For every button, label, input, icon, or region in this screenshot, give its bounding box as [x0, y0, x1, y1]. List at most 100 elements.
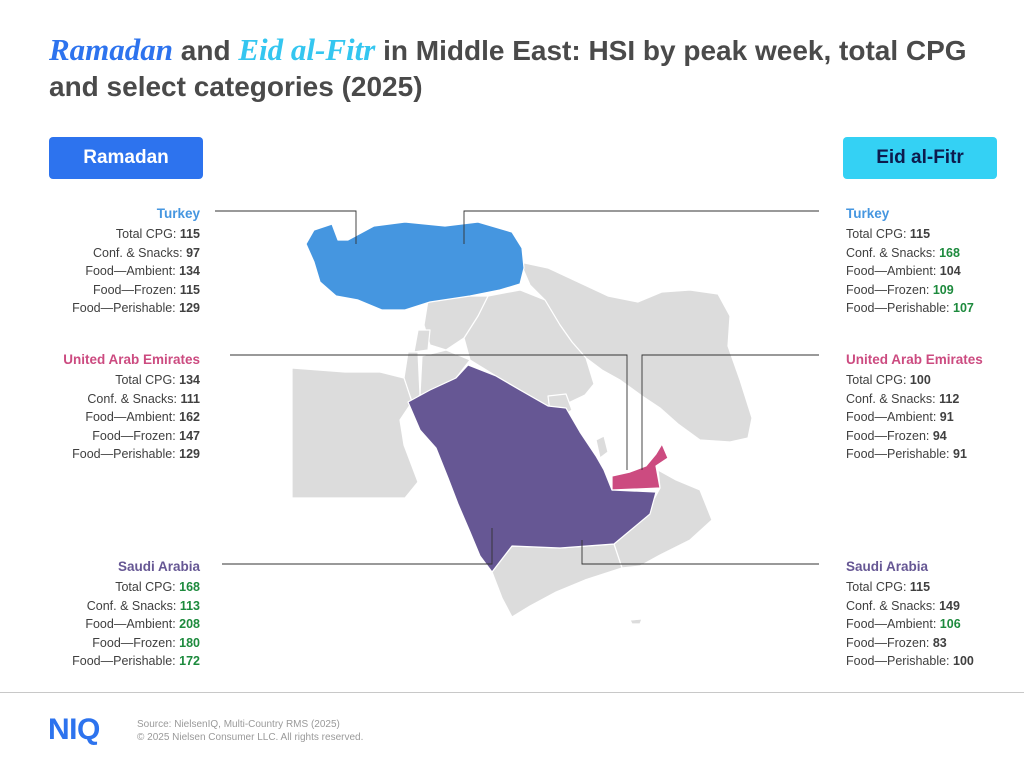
- leader-line-eid-saudi: [581, 540, 819, 565]
- middle-east-map: [215, 210, 819, 625]
- stat-value: 115: [909, 580, 931, 594]
- stat-label: Food—Frozen:: [846, 635, 933, 650]
- stat-value: 162: [179, 410, 200, 424]
- stat-label: Food—Frozen:: [92, 282, 180, 297]
- stat-value: 106: [939, 617, 961, 631]
- stat-row: Total CPG: 134: [0, 371, 200, 390]
- stat-label: Food—Perishable:: [846, 654, 954, 668]
- stat-label: Food—Frozen:: [92, 428, 180, 443]
- stat-row: Food—Perishable: 129: [0, 445, 200, 464]
- stat-row: Total CPG: 115: [846, 225, 1024, 244]
- stat-value: 147: [179, 428, 200, 443]
- stat-row: Food—Perishable: 91: [846, 445, 1024, 464]
- stat-value: 91: [953, 447, 967, 461]
- stat-row: Food—Frozen: 115: [0, 281, 200, 300]
- map-yemen: [491, 543, 623, 618]
- stat-value: 94: [932, 428, 947, 443]
- map-socotra: [629, 618, 643, 625]
- stat-label: Food—Perishable:: [72, 447, 180, 461]
- stat-label: Food—Perishable:: [846, 301, 954, 315]
- stat-label: Food—Ambient:: [846, 617, 940, 631]
- eid-header-badge: Eid al-Fitr: [843, 137, 997, 179]
- ramadan-header-badge: Ramadan: [49, 137, 203, 179]
- stat-value: 107: [953, 301, 974, 315]
- stat-label: Food—Ambient:: [846, 410, 940, 424]
- stat-label: Total CPG:: [115, 580, 180, 594]
- stat-label: Food—Perishable:: [72, 301, 180, 315]
- stat-label: Food—Ambient:: [85, 264, 180, 278]
- stat-value: 129: [179, 447, 200, 461]
- stat-value: 134: [179, 264, 200, 278]
- country-name: Turkey: [156, 206, 200, 221]
- eid-country-block: Turkey Total CPG: 115 Conf. & Snacks: 168 F…: [846, 204, 1024, 318]
- stat-row: Conf. & Snacks: 111: [0, 390, 200, 409]
- stat-label: Total CPG:: [115, 227, 180, 241]
- stat-value: 180: [179, 635, 200, 650]
- stat-row: Food—Frozen: 83: [846, 634, 1024, 653]
- map-lebanon: [413, 329, 431, 353]
- stat-label: Conf. & Snacks:: [846, 245, 940, 260]
- stat-value: 134: [179, 373, 200, 387]
- country-name: Turkey: [846, 206, 890, 221]
- stat-label: Food—Frozen:: [846, 282, 933, 297]
- leader-line-ramadan-uae: [230, 354, 628, 470]
- stat-value: 113: [179, 598, 200, 613]
- stat-row: Conf. & Snacks: 168: [846, 244, 1024, 263]
- country-name: Saudi Arabia: [846, 559, 929, 574]
- copyright-text: © 2025 Nielsen Consumer LLC. All rights …: [137, 732, 364, 743]
- country-name: United Arab Emirates: [846, 352, 983, 367]
- title-eid: Eid al-Fitr: [238, 32, 376, 67]
- stat-row: Food—Frozen: 109: [846, 281, 1024, 300]
- stat-row: Total CPG: 115: [846, 578, 1024, 597]
- stat-label: Total CPG:: [846, 373, 910, 387]
- stat-label: Conf. & Snacks:: [87, 391, 181, 406]
- stat-label: Food—Ambient:: [85, 617, 180, 631]
- stat-label: Conf. & Snacks:: [846, 598, 940, 613]
- leader-line-eid-turkey: [463, 210, 819, 244]
- title-rest: in Middle East: HSI by peak week, total …: [49, 35, 967, 102]
- stat-value: 149: [939, 598, 960, 613]
- map-uae: [611, 443, 669, 491]
- page-title: Ramadan and Eid al-Fitr in Middle East: …: [49, 32, 999, 105]
- country-name: Saudi Arabia: [117, 559, 200, 574]
- stat-label: Food—Frozen:: [846, 428, 933, 443]
- stat-value: 115: [179, 227, 200, 241]
- stat-row: Food—Frozen: 94: [846, 427, 1024, 446]
- stat-row: Food—Ambient: 162: [0, 408, 200, 427]
- source-note: Source: NielsenIQ, Multi-Country RMS (20…: [137, 718, 363, 744]
- stat-row: Food—Ambient: 134: [0, 262, 200, 281]
- stat-label: Food—Frozen:: [92, 635, 180, 650]
- stat-label: Total CPG:: [846, 227, 910, 241]
- leader-line-eid-uae: [641, 354, 819, 470]
- stat-row: Food—Ambient: 91: [846, 408, 1024, 427]
- stat-row: Food—Ambient: 104: [846, 262, 1024, 281]
- stat-value: 97: [186, 245, 200, 260]
- stat-row: Food—Ambient: 106: [846, 615, 1024, 634]
- stat-row: Conf. & Snacks: 112: [846, 390, 1024, 409]
- stat-value: 115: [179, 282, 200, 297]
- stat-label: Food—Perishable:: [72, 654, 180, 668]
- stat-label: Total CPG:: [846, 580, 910, 594]
- niq-logo: NIQ: [48, 713, 100, 746]
- stat-row: Total CPG: 115: [0, 225, 200, 244]
- stat-value: 104: [939, 264, 961, 278]
- stat-row: Food—Perishable: 129: [0, 299, 200, 318]
- stat-label: Conf. & Snacks:: [86, 598, 180, 613]
- stat-value: 112: [939, 391, 960, 406]
- stat-row: Total CPG: 168: [0, 578, 200, 597]
- stat-row: Conf. & Snacks: 97: [0, 244, 200, 263]
- stat-value: 100: [909, 373, 931, 387]
- stat-label: Conf. & Snacks:: [846, 391, 940, 406]
- stat-row: Food—Frozen: 147: [0, 427, 200, 446]
- stat-value: 91: [939, 410, 954, 424]
- title-ramadan: Ramadan: [49, 32, 174, 67]
- map-qatar: [595, 435, 609, 459]
- stat-label: Total CPG:: [115, 373, 180, 387]
- stat-row: Food—Perishable: 172: [0, 652, 200, 671]
- stat-label: Conf. & Snacks:: [92, 245, 187, 260]
- map-egypt: [291, 367, 419, 499]
- footer-divider: [0, 692, 1024, 693]
- stat-value: 109: [932, 282, 954, 297]
- stat-value: 83: [932, 635, 947, 650]
- eid-country-block: Saudi Arabia Total CPG: 115 Conf. & Snacks…: [846, 557, 1024, 671]
